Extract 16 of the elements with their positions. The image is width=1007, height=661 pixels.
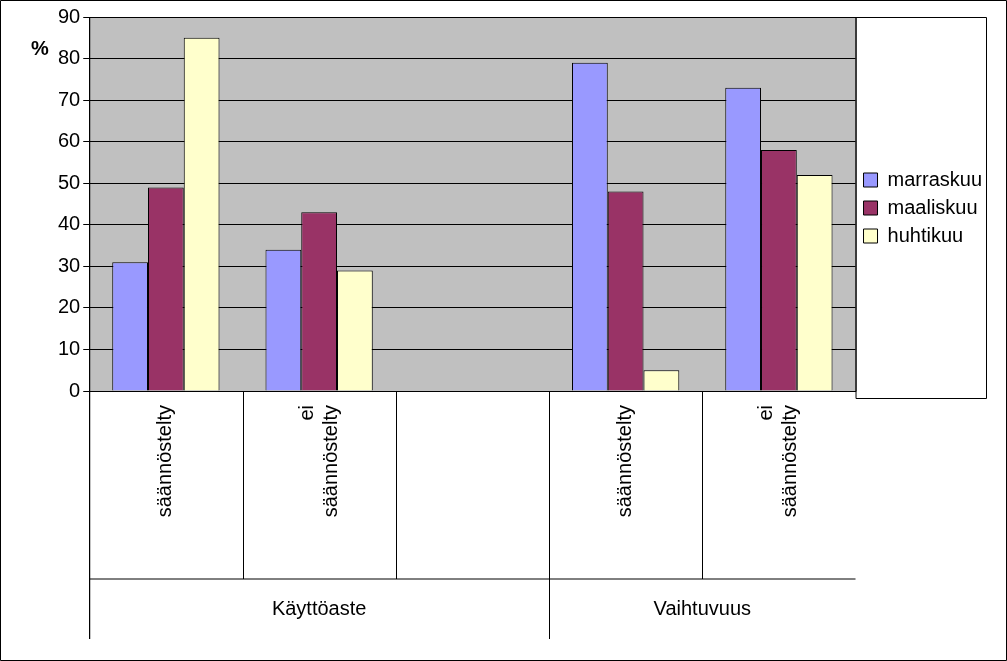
text: Käyttöaste bbox=[271, 596, 367, 619]
y-tick-label: 40 bbox=[58, 212, 81, 235]
y-axis-title: % bbox=[31, 36, 50, 59]
legend-label: maaliskuu bbox=[887, 195, 978, 218]
y-tick-label: 30 bbox=[58, 253, 81, 276]
legend-label: huhtikuu bbox=[887, 223, 964, 246]
y-tick-label: 10 bbox=[58, 336, 81, 359]
y-tick-label: 60 bbox=[58, 129, 81, 152]
y-tick-label: 80 bbox=[58, 46, 81, 69]
y-tick-label: 90 bbox=[58, 4, 81, 27]
y-tick-label: 50 bbox=[58, 170, 81, 193]
y-tick-label: 70 bbox=[58, 87, 81, 110]
y-tick-label: 20 bbox=[58, 295, 81, 318]
y-tick-label: 0 bbox=[69, 378, 81, 401]
text: Vaihtuvuus bbox=[653, 596, 752, 619]
legend-label: marraskuu bbox=[887, 167, 983, 190]
